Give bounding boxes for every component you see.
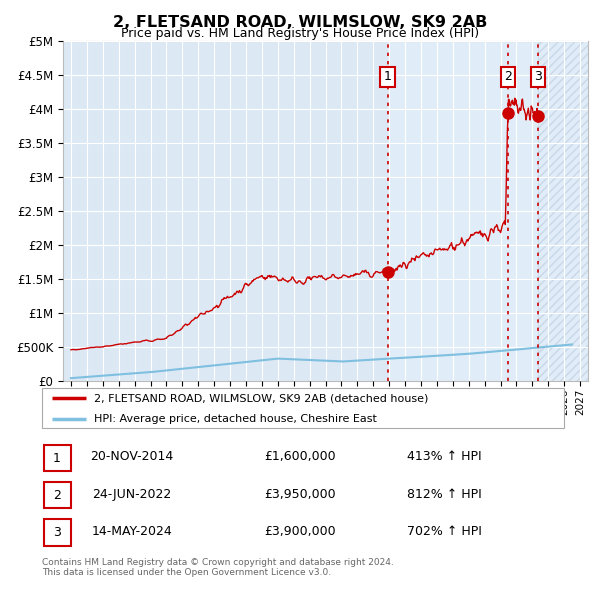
FancyBboxPatch shape (42, 388, 564, 428)
Text: 2: 2 (504, 70, 512, 83)
FancyBboxPatch shape (44, 482, 71, 509)
Text: Price paid vs. HM Land Registry's House Price Index (HPI): Price paid vs. HM Land Registry's House … (121, 27, 479, 40)
Text: 2: 2 (53, 489, 61, 502)
Text: 1: 1 (383, 70, 391, 83)
Text: 702% ↑ HPI: 702% ↑ HPI (407, 525, 481, 538)
Bar (508, 41, 538, 381)
Text: 24-JUN-2022: 24-JUN-2022 (92, 487, 172, 501)
Text: £3,950,000: £3,950,000 (264, 487, 336, 501)
Text: £3,900,000: £3,900,000 (264, 525, 336, 538)
Bar (538, 41, 588, 381)
Text: 3: 3 (534, 70, 542, 83)
Bar (388, 41, 508, 381)
Text: HPI: Average price, detached house, Cheshire East: HPI: Average price, detached house, Ches… (94, 414, 377, 424)
Text: 1: 1 (53, 451, 61, 465)
Text: 3: 3 (53, 526, 61, 539)
Text: £1,600,000: £1,600,000 (264, 450, 336, 464)
Text: 2, FLETSAND ROAD, WILMSLOW, SK9 2AB (detached house): 2, FLETSAND ROAD, WILMSLOW, SK9 2AB (det… (94, 393, 428, 403)
Text: Contains HM Land Registry data © Crown copyright and database right 2024.
This d: Contains HM Land Registry data © Crown c… (42, 558, 394, 577)
Text: 812% ↑ HPI: 812% ↑ HPI (407, 487, 481, 501)
FancyBboxPatch shape (44, 445, 71, 471)
Text: 2, FLETSAND ROAD, WILMSLOW, SK9 2AB: 2, FLETSAND ROAD, WILMSLOW, SK9 2AB (113, 15, 487, 30)
Text: 20-NOV-2014: 20-NOV-2014 (91, 450, 173, 464)
Text: 413% ↑ HPI: 413% ↑ HPI (407, 450, 481, 464)
Text: 14-MAY-2024: 14-MAY-2024 (92, 525, 172, 538)
FancyBboxPatch shape (44, 519, 71, 546)
